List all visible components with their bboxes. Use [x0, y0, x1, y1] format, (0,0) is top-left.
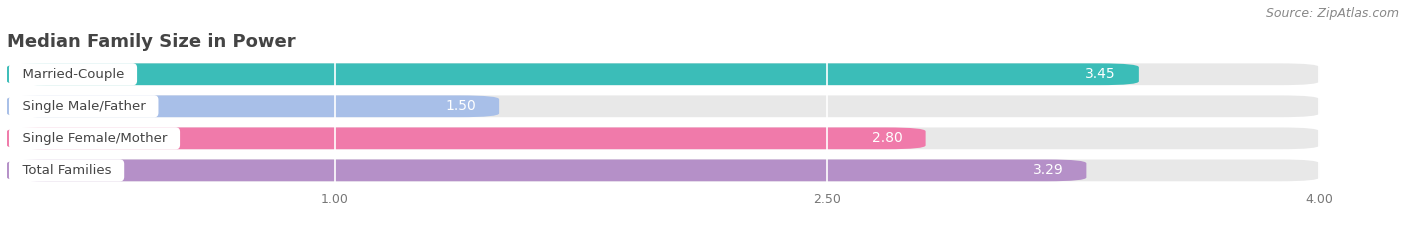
- Text: 1.50: 1.50: [446, 99, 477, 113]
- FancyBboxPatch shape: [7, 63, 1139, 85]
- Text: Median Family Size in Power: Median Family Size in Power: [7, 33, 295, 51]
- Text: Source: ZipAtlas.com: Source: ZipAtlas.com: [1265, 7, 1399, 20]
- Text: Single Female/Mother: Single Female/Mother: [14, 132, 176, 145]
- FancyBboxPatch shape: [7, 96, 1319, 117]
- FancyBboxPatch shape: [7, 159, 1087, 181]
- Text: Total Families: Total Families: [14, 164, 120, 177]
- Text: Married-Couple: Married-Couple: [14, 68, 132, 81]
- FancyBboxPatch shape: [7, 127, 925, 149]
- FancyBboxPatch shape: [7, 127, 1319, 149]
- Text: Single Male/Father: Single Male/Father: [14, 100, 153, 113]
- FancyBboxPatch shape: [7, 96, 499, 117]
- Text: 2.80: 2.80: [872, 131, 903, 145]
- Text: 3.29: 3.29: [1032, 163, 1063, 177]
- FancyBboxPatch shape: [7, 63, 1319, 85]
- Text: 3.45: 3.45: [1085, 67, 1116, 81]
- FancyBboxPatch shape: [7, 159, 1319, 181]
